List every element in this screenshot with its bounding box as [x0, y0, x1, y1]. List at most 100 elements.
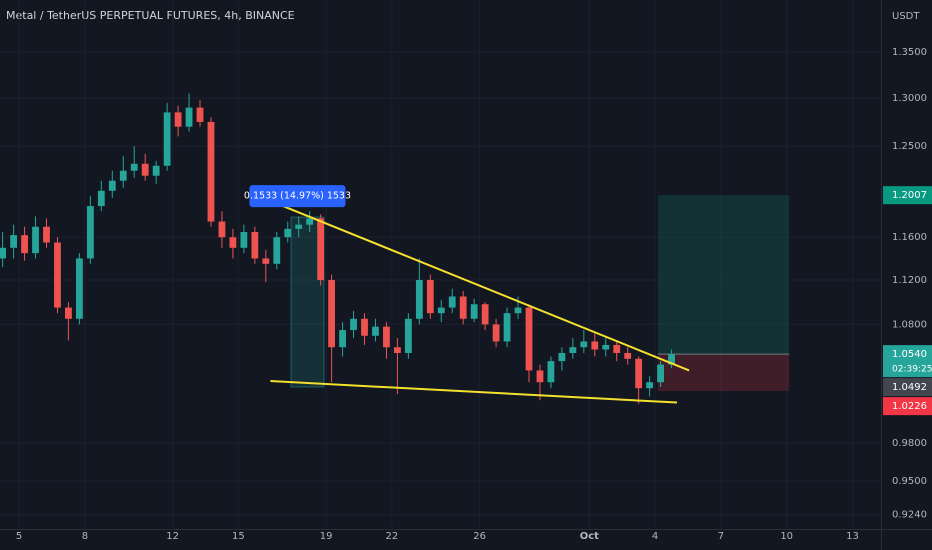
candle-body: [229, 237, 237, 248]
candle-body: [536, 370, 544, 383]
x-tick-label: 26: [473, 531, 486, 542]
y-tick-label: 0.9240: [892, 510, 927, 521]
candle-body: [54, 242, 61, 308]
candle-body: [492, 324, 500, 342]
axis-unit: USDT: [892, 11, 920, 22]
candle-body: [613, 344, 621, 353]
x-tick-label: 5: [16, 531, 22, 542]
candle-body: [141, 163, 149, 176]
candle-body: [218, 221, 226, 238]
y-tick-label: 0.9500: [892, 476, 927, 487]
stop-badge-label: 1.0226: [892, 401, 927, 412]
candle-body: [251, 231, 259, 259]
candle-body: [394, 347, 401, 353]
candle-body: [350, 318, 357, 331]
candle-body: [503, 313, 511, 342]
candle-body: [328, 280, 336, 348]
candle-body: [602, 344, 610, 350]
candle-body: [65, 307, 72, 319]
candle-body: [0, 247, 7, 259]
candle-body: [108, 180, 116, 191]
last-price-badge-label: 1.0540: [892, 349, 927, 360]
candle-body: [10, 235, 17, 248]
candle-body: [174, 112, 182, 127]
x-tick-label: 22: [386, 531, 399, 542]
candle-body: [295, 224, 303, 229]
candle-body: [657, 364, 664, 383]
x-tick-label: 4: [652, 531, 658, 542]
candle-body: [547, 361, 555, 383]
candle-body: [569, 347, 577, 353]
candle-body: [525, 307, 533, 371]
candle-body: [459, 296, 467, 319]
candle-body: [306, 218, 314, 225]
trendline: [270, 380, 678, 404]
stop-badge: [883, 397, 932, 416]
measure-tooltip: [249, 185, 346, 208]
candle-body: [207, 121, 215, 222]
x-tick-label: 12: [166, 531, 179, 542]
y-tick-label: 1.3500: [892, 47, 927, 58]
y-tick-label: 1.1600: [892, 232, 927, 243]
x-tick-label: 15: [232, 531, 245, 542]
candle-body: [383, 326, 390, 348]
candle-body: [163, 112, 171, 166]
candle-body: [317, 218, 325, 281]
candle-body: [646, 382, 654, 389]
marker-badge-label: 1.0492: [892, 382, 927, 393]
candle-body: [635, 358, 643, 389]
last-price-badge: [883, 345, 932, 378]
candle-body: [284, 228, 292, 238]
loss-zone: [657, 354, 790, 392]
candle-body: [481, 304, 489, 325]
candle-body: [273, 237, 281, 264]
candle-body: [119, 170, 127, 181]
y-tick-label: 0.9800: [892, 438, 927, 449]
candle-body: [185, 107, 193, 127]
candle-body: [514, 307, 522, 314]
candle-body: [86, 206, 94, 259]
candle-body: [437, 307, 445, 314]
candle-body: [624, 352, 632, 359]
candle-body: [668, 354, 675, 365]
candle-body: [152, 165, 160, 176]
candle-body: [415, 280, 423, 319]
x-tick-label: 19: [320, 531, 333, 542]
candle-body: [262, 258, 270, 264]
candle-body: [196, 107, 204, 122]
candle-body: [404, 318, 412, 353]
target-badge-label: 1.2007: [892, 190, 927, 201]
x-tick-label: 7: [718, 531, 724, 542]
measure-label: 0.1533 (14.97%) 1533: [244, 191, 351, 202]
x-tick-label: 10: [780, 531, 793, 542]
chart-title: Metal / TetherUS PERPETUAL FUTURES, 4h, …: [6, 9, 295, 22]
x-tick-label: 13: [846, 531, 859, 542]
candle-body: [361, 318, 368, 336]
y-tick-label: 1.3000: [892, 93, 927, 104]
y-tick-label: 1.0800: [892, 319, 927, 330]
candle-body: [448, 296, 456, 308]
candle-body: [558, 352, 566, 362]
candle-body: [97, 190, 105, 207]
candle-body: [130, 163, 138, 171]
countdown: 02:39:25: [892, 365, 932, 375]
y-tick-label: 1.2500: [892, 141, 927, 152]
marker-badge: [883, 378, 932, 397]
x-tick-label: 8: [82, 531, 88, 542]
candle-body: [372, 326, 379, 336]
candle-body: [339, 330, 346, 348]
candle-body: [470, 304, 478, 319]
target-badge: [883, 186, 932, 205]
y-tick-label: 1.1200: [892, 275, 927, 286]
candle-body: [21, 235, 28, 254]
candle-body: [580, 341, 588, 348]
x-tick-label: Oct: [580, 531, 599, 542]
candle-body: [75, 258, 83, 319]
profit-zone: [657, 195, 790, 355]
trendline: [280, 204, 690, 372]
candle-body: [240, 231, 248, 248]
candle-body: [591, 341, 599, 350]
candle-body: [32, 226, 39, 254]
